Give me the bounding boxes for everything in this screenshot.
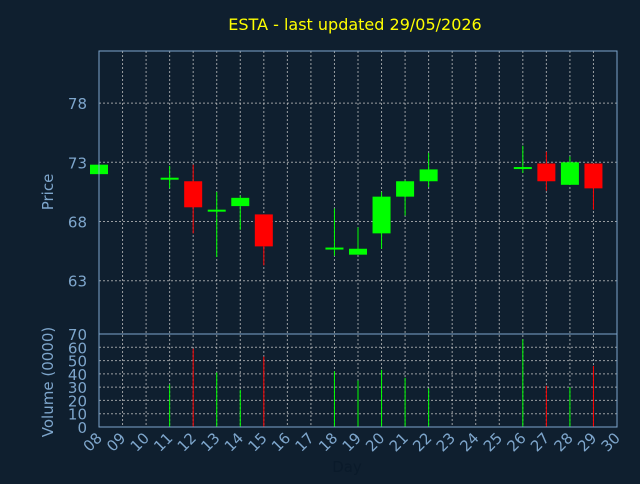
volume-tick-label: 60 bbox=[68, 339, 87, 357]
candle-body bbox=[160, 177, 179, 180]
x-tick-label: 22 bbox=[409, 429, 435, 455]
volume-tick-label: 50 bbox=[68, 353, 87, 371]
x-tick-label: 14 bbox=[221, 429, 247, 455]
candle-body bbox=[325, 247, 344, 250]
x-tick-label: 29 bbox=[574, 429, 600, 455]
volume-tick-label: 30 bbox=[68, 379, 87, 397]
volume-tick-label: 70 bbox=[68, 326, 87, 344]
chart-title: ESTA - last updated 29/05/2026 bbox=[228, 15, 481, 34]
volume-tick-label: 20 bbox=[68, 392, 87, 410]
x-tick-label: 15 bbox=[244, 429, 270, 455]
x-tick-label: 21 bbox=[386, 429, 412, 455]
candle-body bbox=[560, 162, 579, 185]
x-tick-label: 20 bbox=[362, 429, 388, 455]
x-tick-label: 12 bbox=[174, 429, 200, 455]
candle-body bbox=[396, 181, 415, 197]
price-tick-label: 78 bbox=[68, 95, 87, 113]
candle-body bbox=[207, 209, 226, 212]
x-tick-label: 27 bbox=[527, 429, 553, 455]
x-tick-label: 18 bbox=[315, 429, 341, 455]
candle-body bbox=[254, 214, 273, 247]
candle-body bbox=[537, 163, 556, 182]
marks-layer bbox=[90, 145, 603, 427]
x-tick-label: 16 bbox=[268, 429, 294, 455]
x-axis-label: Day bbox=[332, 458, 362, 476]
x-tick-label: 24 bbox=[456, 429, 482, 455]
price-tick-label: 73 bbox=[68, 154, 87, 172]
x-tick-label: 11 bbox=[150, 429, 176, 455]
volume-tick-label: 10 bbox=[68, 406, 87, 424]
candle-body bbox=[513, 167, 532, 170]
x-tick-label: 10 bbox=[127, 429, 153, 455]
x-tick-label: 30 bbox=[598, 429, 624, 455]
candle-body bbox=[231, 197, 250, 207]
volume-tick-label: 0 bbox=[77, 419, 87, 437]
candle-body bbox=[184, 181, 203, 208]
candle-body bbox=[584, 163, 603, 189]
x-tick-label: 23 bbox=[433, 429, 459, 455]
x-tick-label: 25 bbox=[480, 429, 506, 455]
price-tick-label: 63 bbox=[68, 273, 87, 291]
price-axis-label: Price bbox=[39, 174, 57, 211]
x-tick-label: 28 bbox=[551, 429, 577, 455]
candle-body bbox=[349, 248, 367, 255]
x-tick-label: 17 bbox=[292, 429, 318, 455]
x-tick-label: 09 bbox=[103, 429, 129, 455]
axes-layer: 6368737801020304050607008091011121314151… bbox=[68, 50, 624, 455]
candle-body bbox=[372, 196, 391, 234]
volume-panel-border bbox=[98, 333, 618, 428]
volume-tick-label: 40 bbox=[68, 366, 87, 384]
volume-axis-label: Volume (0000) bbox=[39, 327, 57, 437]
x-tick-label: 19 bbox=[339, 429, 365, 455]
price-tick-label: 68 bbox=[68, 214, 87, 232]
x-tick-label: 26 bbox=[503, 429, 529, 455]
candle-body bbox=[419, 169, 438, 182]
x-tick-label: 13 bbox=[197, 429, 223, 455]
